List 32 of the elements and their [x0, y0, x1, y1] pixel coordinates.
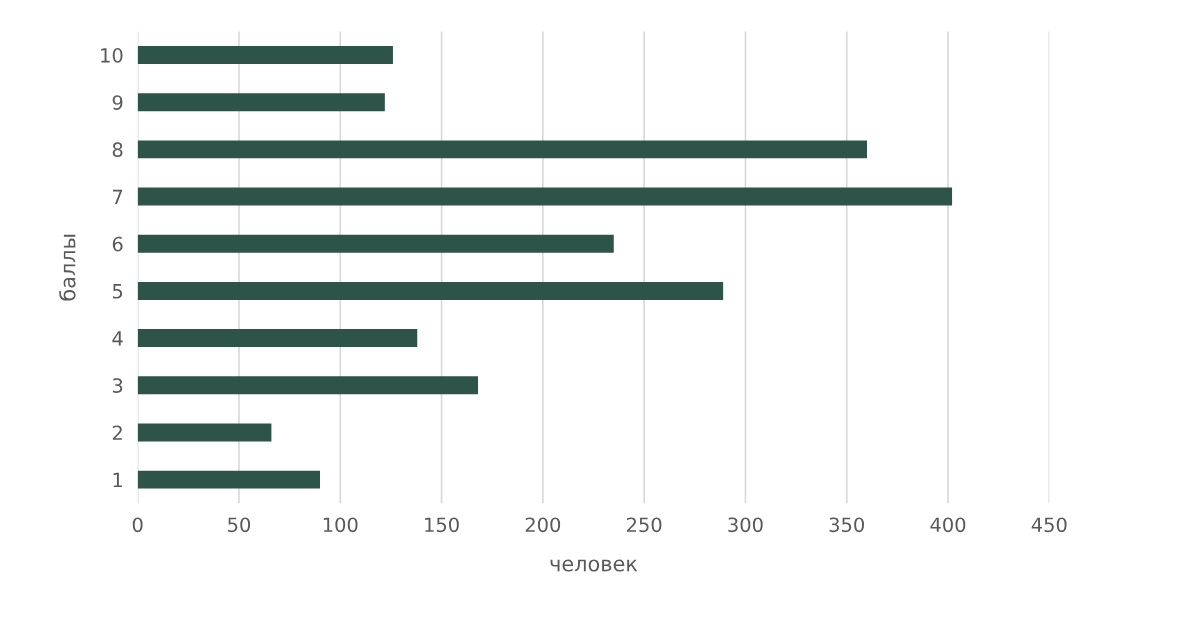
y-tick-label: 5: [112, 284, 123, 299]
y-tick-label: 9: [112, 95, 123, 110]
bar: [137, 46, 393, 64]
bar: [137, 376, 479, 395]
bar: [137, 423, 272, 442]
x-tick-label: 100: [323, 517, 358, 533]
x-tick-label: 300: [728, 517, 763, 533]
x-axis-title: человек: [550, 559, 638, 572]
x-tick-label: 150: [425, 517, 459, 533]
y-tick-label: 4: [112, 331, 123, 346]
y-axis-title: баллы: [59, 234, 76, 301]
y-tick-label: 1: [113, 472, 123, 487]
bar: [137, 281, 724, 300]
y-tick-label: 7: [113, 189, 123, 204]
y-tick-label: 10: [101, 47, 123, 63]
x-tick-label: 250: [627, 517, 662, 533]
y-tick-label: 2: [112, 425, 122, 440]
y-tick-label: 8: [112, 142, 123, 158]
x-tick-label: 350: [829, 517, 864, 533]
bar: [137, 329, 418, 348]
y-tick-label: 6: [112, 236, 123, 252]
x-tick-label: 50: [228, 517, 251, 533]
y-tick-label: 3: [112, 378, 123, 393]
bar: [137, 234, 614, 253]
x-tick-label: 200: [525, 517, 561, 533]
bar: [137, 470, 321, 489]
bar: [137, 187, 953, 206]
x-tick-label: 0: [132, 517, 143, 533]
bar: [137, 93, 385, 112]
bar: [137, 140, 867, 159]
x-tick-label: 400: [930, 517, 966, 533]
x-tick-label: 450: [1031, 517, 1067, 533]
